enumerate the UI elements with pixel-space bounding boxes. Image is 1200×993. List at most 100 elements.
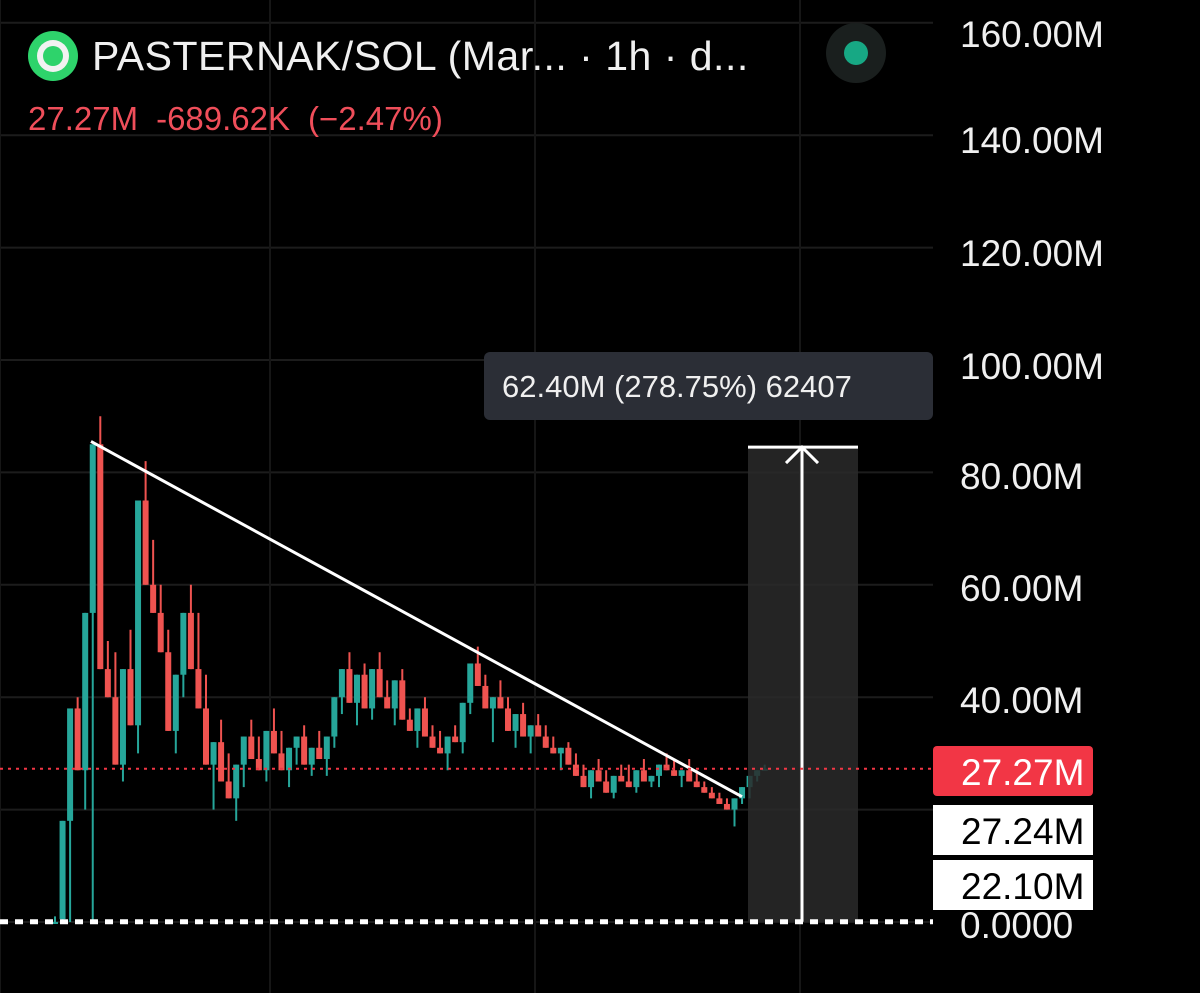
candle-body (520, 714, 527, 737)
candle-bodies (52, 444, 768, 924)
candle-body (414, 708, 421, 731)
candle-body (701, 787, 708, 793)
candle-body (467, 663, 474, 703)
candle-body (233, 764, 240, 799)
candle-body (708, 792, 715, 799)
price-tag-22-10: 22.10M (933, 860, 1093, 910)
candle-body (565, 747, 572, 765)
candle-body (270, 730, 277, 754)
candle-body (437, 747, 444, 754)
candle-body (67, 708, 74, 821)
candle-body (331, 697, 338, 737)
candle-body (323, 736, 330, 760)
measure-arrowhead (784, 444, 820, 465)
candle-body (716, 798, 723, 804)
candle-body (497, 697, 504, 709)
candle-body (248, 736, 255, 760)
token-logo (28, 31, 78, 81)
candle-body (376, 669, 383, 698)
candle-body (142, 500, 149, 585)
candle-body (474, 663, 481, 686)
candle-body (618, 775, 625, 782)
candle-body (406, 719, 413, 731)
candle-body (678, 770, 685, 776)
candle-body (452, 736, 459, 743)
candle-body (89, 444, 96, 613)
candle-body (278, 753, 285, 771)
candle-body (603, 781, 610, 793)
candle-body (572, 764, 579, 776)
candle-body (354, 674, 360, 703)
price-summary: 27.27M -689.62K (−2.47%) (28, 100, 461, 138)
candle-body (308, 747, 315, 765)
candle-body (421, 708, 428, 737)
candle-body (656, 764, 662, 776)
y-tick-label: 120.00M (960, 233, 1104, 274)
candle-body (648, 775, 655, 782)
candle-body (240, 736, 247, 765)
candle-body (119, 669, 126, 765)
candle-body (218, 742, 225, 782)
candle-body (671, 770, 678, 776)
candle-body (391, 680, 398, 709)
candle-body (429, 736, 436, 748)
candle-body (489, 697, 496, 709)
candle-body (172, 674, 179, 731)
candle-body (255, 759, 262, 771)
candle-body (210, 742, 217, 765)
candle-body (535, 725, 542, 737)
candle-body (580, 775, 587, 788)
candle-wicks (54, 416, 766, 922)
candle-body (150, 584, 157, 613)
price-change-percent: (−2.47%) (308, 100, 443, 137)
candle-body (444, 736, 451, 754)
candle-body (384, 697, 391, 709)
candle-body (686, 770, 693, 782)
chart-header: PASTERNAK/SOL (Mar... · 1h · d... (28, 26, 749, 86)
current-price: 27.27M (28, 100, 139, 137)
candle-body (640, 770, 647, 782)
candle-body (195, 669, 202, 709)
candle-body (512, 714, 519, 731)
status-dot-icon (844, 41, 868, 65)
price-change: -689.62K (156, 100, 291, 137)
candle-body (52, 922, 58, 924)
candle-body (557, 747, 564, 754)
candle-body (338, 669, 345, 698)
candle-body (361, 674, 368, 709)
candle-body (74, 708, 81, 771)
candle-body (225, 781, 232, 799)
candle-body (588, 770, 595, 788)
candle-body (112, 697, 119, 765)
candle-body (369, 669, 376, 709)
symbol-title[interactable]: PASTERNAK/SOL (Mar... · 1h · d... (92, 32, 749, 79)
candle-body (135, 500, 142, 726)
candle-body (301, 736, 308, 765)
market-status-indicator[interactable] (826, 23, 886, 83)
candle-body (505, 708, 511, 731)
y-tick-label: 140.00M (960, 120, 1104, 161)
candle-body (165, 652, 172, 731)
candle-body (542, 736, 549, 748)
candle-body (293, 736, 300, 748)
candle-body (82, 612, 89, 771)
y-tick-label: 60.00M (960, 568, 1084, 609)
candle-body (663, 764, 670, 771)
candle-body (187, 612, 194, 670)
candle-body (550, 747, 557, 754)
candle-body (527, 725, 534, 737)
candle-body (104, 669, 111, 698)
candle-body (346, 669, 353, 703)
candle-body (157, 612, 164, 653)
y-tick-label: 100.00M (960, 346, 1104, 387)
candle-body (595, 770, 602, 782)
candle-body (127, 669, 134, 726)
y-tick-label: 160.00M (960, 14, 1104, 55)
candle-body (203, 708, 209, 765)
price-chart[interactable] (0, 0, 933, 993)
descending-trendline (90, 440, 743, 798)
candle-body (633, 770, 640, 788)
price-tag-27-24: 27.24M (933, 805, 1093, 855)
candle-body (59, 820, 66, 920)
candle-body (263, 730, 270, 771)
